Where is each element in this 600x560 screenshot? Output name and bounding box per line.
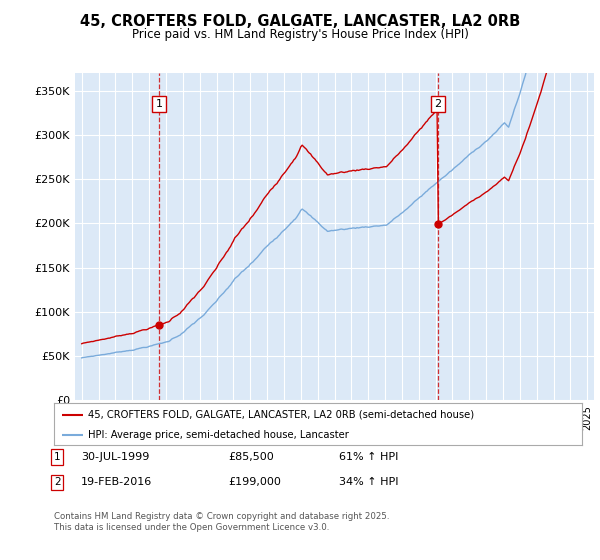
- Text: HPI: Average price, semi-detached house, Lancaster: HPI: Average price, semi-detached house,…: [88, 430, 349, 440]
- Text: 2: 2: [434, 99, 442, 109]
- Text: Contains HM Land Registry data © Crown copyright and database right 2025.
This d: Contains HM Land Registry data © Crown c…: [54, 512, 389, 532]
- Text: 45, CROFTERS FOLD, GALGATE, LANCASTER, LA2 0RB (semi-detached house): 45, CROFTERS FOLD, GALGATE, LANCASTER, L…: [88, 410, 475, 420]
- Text: 2: 2: [54, 477, 61, 487]
- Text: £199,000: £199,000: [228, 477, 281, 487]
- Text: 30-JUL-1999: 30-JUL-1999: [81, 452, 149, 462]
- Text: 1: 1: [54, 452, 61, 462]
- Text: 61% ↑ HPI: 61% ↑ HPI: [339, 452, 398, 462]
- Text: 19-FEB-2016: 19-FEB-2016: [81, 477, 152, 487]
- Text: Price paid vs. HM Land Registry's House Price Index (HPI): Price paid vs. HM Land Registry's House …: [131, 28, 469, 41]
- Text: 34% ↑ HPI: 34% ↑ HPI: [339, 477, 398, 487]
- Text: 1: 1: [155, 99, 163, 109]
- Text: £85,500: £85,500: [228, 452, 274, 462]
- Text: 45, CROFTERS FOLD, GALGATE, LANCASTER, LA2 0RB: 45, CROFTERS FOLD, GALGATE, LANCASTER, L…: [80, 14, 520, 29]
